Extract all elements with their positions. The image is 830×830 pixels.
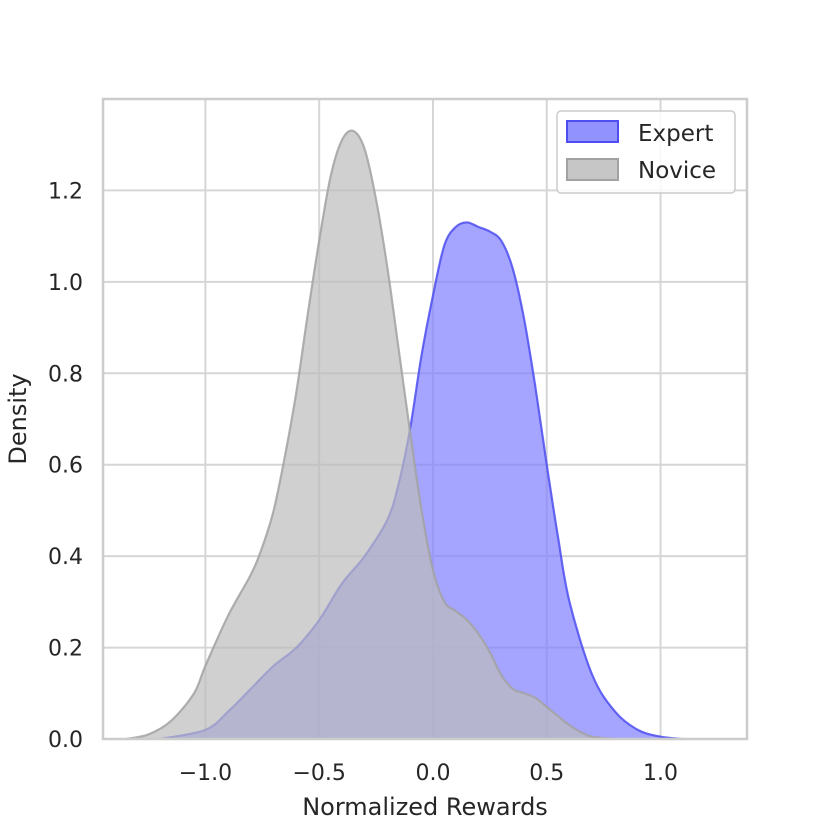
x-tick-label: 0.5	[529, 761, 564, 786]
y-tick-labels: 0.0 0.2 0.4 0.6 0.8 1.0 1.2	[48, 179, 83, 753]
plot-frame	[101, 97, 749, 741]
density-area-expert	[159, 222, 684, 739]
density-area-novice	[125, 130, 616, 740]
legend-label-novice: Novice	[638, 158, 716, 184]
y-tick-label: 1.0	[48, 271, 83, 296]
legend: Expert Novice	[556, 110, 736, 194]
density-line-novice	[125, 129, 616, 741]
y-tick-label: 0.0	[48, 728, 83, 753]
legend-swatch-novice	[566, 158, 619, 181]
x-tick-label: −1.0	[179, 761, 232, 786]
legend-swatch-expert	[566, 120, 619, 143]
y-tick-label: 0.6	[48, 454, 83, 479]
y-tick-label: 1.2	[48, 179, 83, 204]
x-tick-label: −0.5	[292, 761, 345, 786]
y-tick-label: 0.4	[48, 545, 83, 570]
x-axis-label: Normalized Rewards	[302, 793, 548, 821]
y-axis-label: Density	[4, 373, 32, 464]
legend-label-expert: Expert	[638, 121, 713, 147]
y-tick-label: 0.8	[48, 362, 83, 387]
x-tick-label: 1.0	[643, 761, 678, 786]
density-areas	[125, 129, 684, 741]
x-tick-labels: −1.0 −0.5 0.0 0.5 1.0	[179, 761, 678, 786]
y-tick-label: 0.2	[48, 637, 83, 662]
x-tick-label: 0.0	[415, 761, 450, 786]
